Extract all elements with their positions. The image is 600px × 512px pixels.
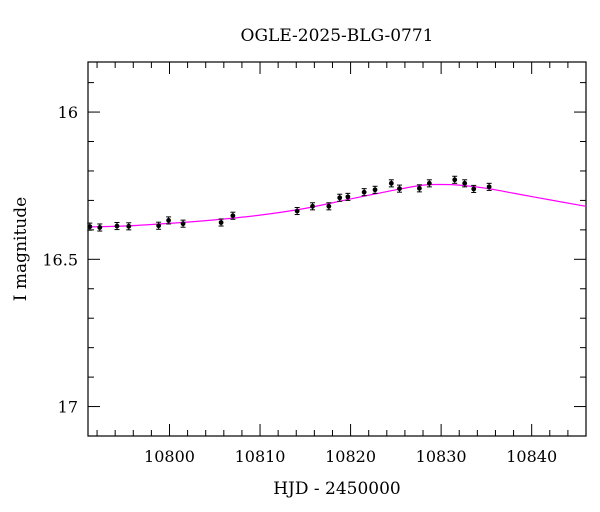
chart-title: OGLE-2025-BLG-0771	[241, 26, 434, 46]
data-point	[180, 219, 186, 228]
data-points-layer	[87, 175, 492, 232]
data-point-marker	[326, 203, 332, 209]
data-point	[294, 206, 300, 216]
data-point	[87, 222, 93, 231]
data-point-marker	[462, 180, 468, 186]
data-point-marker	[452, 177, 458, 183]
data-point	[218, 218, 224, 227]
data-point	[230, 211, 236, 220]
x-tick-label: 10830	[416, 447, 467, 466]
data-point	[126, 222, 132, 231]
x-tick-label: 10810	[235, 447, 286, 466]
data-point-marker	[126, 223, 132, 229]
data-point-marker	[345, 194, 351, 200]
model-curve-layer	[87, 183, 587, 228]
x-tick-label: 10820	[325, 447, 376, 466]
data-point-marker	[397, 186, 402, 192]
data-point-marker	[180, 221, 186, 227]
axis-ticks	[88, 62, 587, 437]
data-point-marker	[416, 185, 422, 191]
data-point	[462, 179, 468, 188]
data-point-marker	[426, 180, 432, 186]
data-point-marker	[230, 213, 236, 219]
data-point-marker	[218, 220, 224, 225]
data-point-marker	[114, 223, 120, 229]
data-point	[471, 184, 477, 193]
data-point	[396, 184, 402, 193]
data-point-marker	[294, 208, 300, 214]
data-point	[416, 184, 422, 193]
x-tick-label: 10840	[506, 447, 557, 466]
x-tick-label: 10800	[144, 447, 195, 466]
data-point	[97, 223, 103, 232]
y-tick-label: 16	[58, 103, 78, 122]
data-point-marker	[97, 225, 103, 230]
data-point-marker	[388, 180, 394, 186]
data-point	[388, 179, 394, 188]
data-point	[166, 216, 172, 225]
model-curve	[87, 183, 587, 228]
y-tick-label: 17	[58, 398, 78, 417]
data-point	[372, 185, 378, 194]
data-point-marker	[372, 187, 378, 193]
y-tick-label: 16.5	[42, 250, 78, 269]
data-point	[361, 188, 367, 197]
x-axis-label: HJD - 2450000	[273, 479, 401, 499]
data-point	[337, 193, 343, 202]
data-point	[114, 221, 120, 231]
data-point	[486, 182, 492, 191]
data-point	[326, 202, 332, 211]
plot-frame	[87, 61, 587, 437]
data-point-marker	[156, 223, 162, 229]
data-point	[345, 192, 351, 201]
data-point	[452, 175, 458, 184]
y-axis-label: I magnitude	[11, 197, 31, 301]
data-point-marker	[87, 224, 93, 230]
data-point-marker	[166, 218, 171, 223]
tick-labels-layer: 10800 10810 10820 10830 10840 16 16.5 17	[42, 103, 557, 466]
data-point-marker	[486, 184, 492, 190]
data-point	[426, 179, 432, 188]
data-point-marker	[471, 186, 477, 192]
data-point-marker	[337, 195, 343, 201]
data-point-marker	[310, 203, 315, 209]
data-point	[156, 221, 162, 230]
data-point	[310, 202, 316, 211]
data-point-marker	[361, 189, 367, 195]
